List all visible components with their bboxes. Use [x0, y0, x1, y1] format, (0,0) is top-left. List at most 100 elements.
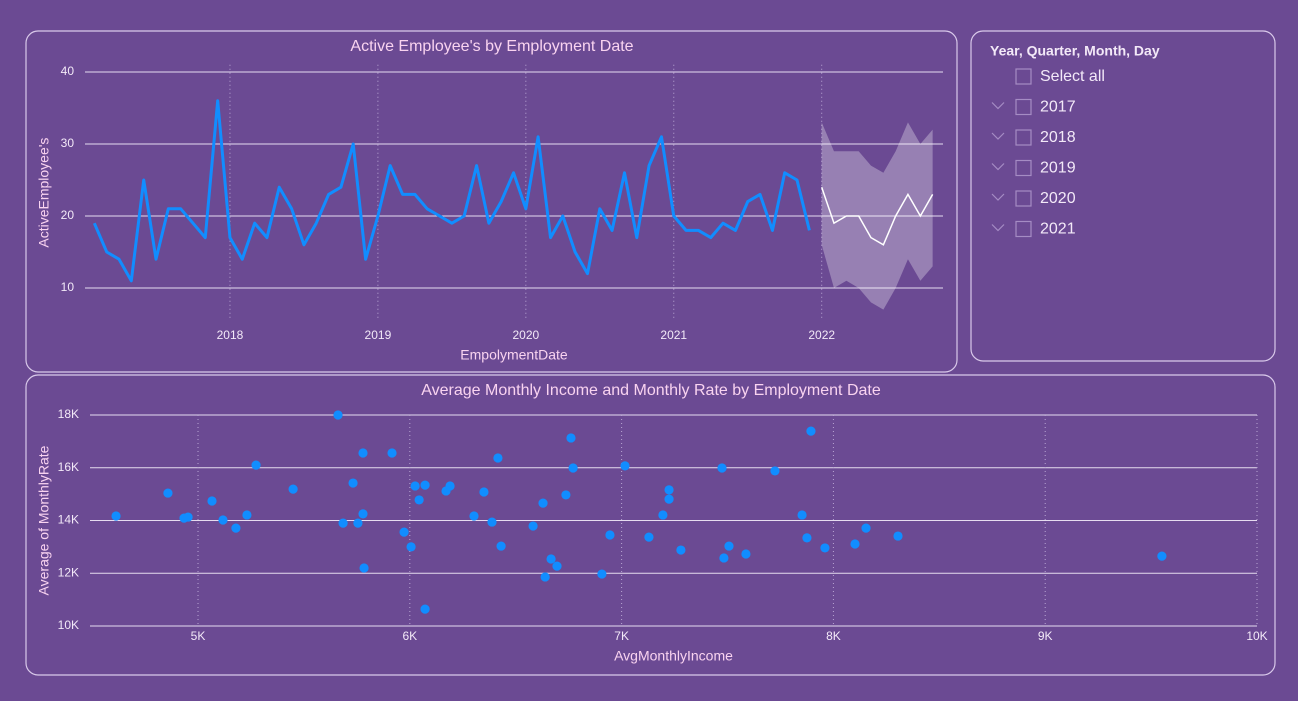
point [399, 527, 409, 537]
point [359, 563, 369, 573]
point [719, 553, 729, 563]
point [540, 572, 550, 582]
point [724, 541, 734, 551]
point [353, 518, 363, 528]
x-axis-title: EmpolymentDate [460, 347, 568, 363]
point [183, 512, 193, 522]
slicer-item[interactable]: 2017 [1040, 99, 1076, 116]
y-tick-label: 10K [58, 618, 79, 632]
point [1157, 551, 1167, 561]
point [770, 466, 780, 476]
forecast-line [820, 186, 934, 246]
slicer-item[interactable]: 2018 [1040, 129, 1076, 146]
point [893, 531, 903, 541]
y-tick-label: 40 [61, 64, 75, 78]
y-tick-label: 14K [58, 513, 79, 527]
point [420, 480, 430, 490]
point [207, 496, 217, 506]
point [605, 530, 615, 540]
y-tick-label: 10 [61, 280, 75, 294]
expand-chevron[interactable] [991, 163, 1005, 171]
point [487, 517, 497, 527]
point [741, 549, 751, 559]
point [568, 463, 578, 473]
line [92, 99, 811, 283]
point [806, 426, 816, 436]
point [496, 541, 506, 551]
checkbox[interactable] [1015, 220, 1032, 238]
scatter-panel [25, 374, 1276, 676]
slicer-item[interactable]: 2019 [1040, 160, 1076, 177]
expand-chevron[interactable] [991, 132, 1005, 140]
point [348, 478, 358, 488]
x-tick-label: 2021 [660, 328, 687, 342]
x-axis-title: AvgMonthlyIncome [614, 648, 733, 664]
point [288, 484, 298, 494]
checkbox[interactable] [1015, 98, 1032, 116]
point [406, 542, 416, 552]
slicer-item[interactable]: Select all [1040, 68, 1105, 85]
y-tick-label: 30 [61, 136, 75, 150]
x-tick-label: 2022 [808, 328, 835, 342]
point [676, 545, 686, 555]
point [163, 488, 173, 498]
x-tick-label: 9K [1038, 629, 1053, 643]
point [717, 463, 727, 473]
point [561, 490, 571, 500]
point [231, 523, 241, 533]
point [111, 511, 121, 521]
point [552, 561, 562, 571]
checkbox[interactable] [1015, 190, 1032, 207]
slicer-panel [970, 30, 1276, 362]
point [218, 515, 228, 525]
expand-chevron[interactable] [991, 193, 1005, 201]
point [620, 461, 630, 471]
y-axis-title: Average of MonthlyRate [36, 445, 52, 595]
x-tick-label: 2018 [217, 328, 244, 342]
chart-title: Average Monthly Income and Monthly Rate … [421, 382, 881, 399]
line-panel [25, 30, 958, 373]
point [420, 604, 430, 614]
slicer-item[interactable]: 2021 [1040, 221, 1076, 238]
point [797, 510, 807, 520]
point [445, 481, 455, 491]
point [414, 495, 424, 505]
point [566, 433, 576, 443]
point [493, 453, 503, 463]
point [802, 533, 812, 543]
slicer-item[interactable]: 2020 [1040, 190, 1076, 207]
x-tick-label: 2020 [512, 328, 539, 342]
checkbox[interactable] [1015, 159, 1032, 177]
point [387, 448, 397, 458]
expand-chevron[interactable] [991, 224, 1005, 232]
point [664, 485, 674, 495]
x-tick-label: 7K [614, 629, 629, 643]
forecast-band [821, 122, 933, 310]
point [242, 510, 252, 520]
y-axis-title: ActiveEmployee's [36, 138, 52, 248]
x-tick-label: 6K [402, 629, 417, 643]
point [546, 554, 556, 564]
y-tick-label: 16K [58, 460, 79, 474]
y-tick-label: 12K [58, 565, 79, 579]
slicer-title: Year, Quarter, Month, Day [990, 43, 1160, 59]
checkbox[interactable] [1015, 129, 1032, 146]
y-tick-label: 18K [58, 407, 79, 421]
point [469, 511, 479, 521]
point [338, 518, 348, 528]
point [850, 539, 860, 549]
point [658, 510, 668, 520]
point [861, 523, 871, 533]
point [251, 460, 261, 470]
x-tick-label: 8K [826, 629, 841, 643]
point [664, 494, 674, 504]
chart-title: Active Employee's by Employment Date [350, 38, 633, 55]
expand-chevron[interactable] [991, 102, 1005, 110]
point [820, 543, 830, 553]
checkbox[interactable] [1015, 68, 1032, 85]
point [479, 487, 489, 497]
point [410, 481, 420, 491]
point [644, 532, 654, 542]
